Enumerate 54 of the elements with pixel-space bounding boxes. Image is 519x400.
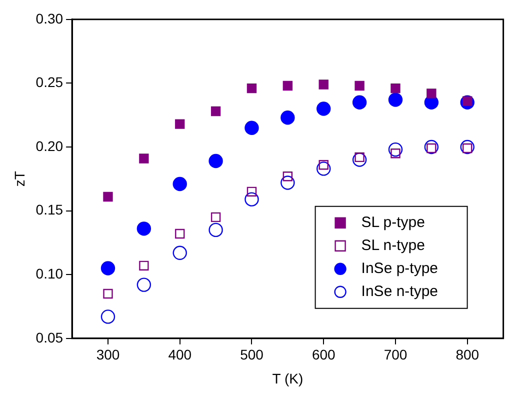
- point: [246, 186, 257, 197]
- legend-label: InSe n-type: [361, 283, 438, 300]
- point: [352, 152, 367, 167]
- legend-label: SL n-type: [361, 237, 425, 254]
- point: [388, 142, 403, 157]
- x-tick-label: 800: [456, 346, 480, 363]
- point: [352, 95, 367, 110]
- point: [100, 261, 116, 276]
- point: [210, 106, 221, 116]
- point: [390, 83, 400, 94]
- point: [210, 212, 221, 222]
- y-axis-title: zT: [11, 170, 28, 187]
- point: [136, 222, 152, 236]
- point: [318, 80, 328, 90]
- point: [103, 288, 113, 299]
- point: [246, 83, 257, 94]
- point: [354, 80, 364, 91]
- legend-label: SL p-type: [361, 214, 425, 232]
- point: [100, 310, 116, 324]
- point: [388, 92, 403, 107]
- y-tick-label: 0.10: [36, 265, 64, 282]
- point: [175, 228, 185, 239]
- point: [280, 110, 295, 125]
- point: [139, 154, 149, 164]
- point: [316, 102, 331, 116]
- point: [282, 172, 293, 182]
- point: [282, 80, 293, 91]
- x-tick-label: 700: [384, 346, 408, 363]
- legend-label: InSe p-type: [361, 260, 438, 278]
- point: [172, 246, 187, 260]
- x-tick-label: 500: [240, 346, 264, 363]
- x-tick-label: 300: [96, 346, 120, 363]
- point: [280, 176, 295, 190]
- y-tick-label: 0.05: [36, 329, 64, 346]
- point: [424, 140, 439, 154]
- point: [136, 278, 152, 292]
- point: [172, 176, 187, 192]
- point: [208, 222, 223, 238]
- point: [244, 192, 259, 206]
- point: [103, 192, 113, 202]
- point: [460, 140, 474, 154]
- point: [244, 120, 259, 135]
- point: [139, 260, 149, 271]
- y-tick-label: 0.20: [36, 138, 64, 154]
- point: [208, 154, 223, 168]
- x-tick-label: 600: [312, 346, 336, 363]
- x-axis-title: T (K): [272, 370, 304, 386]
- point: [426, 88, 436, 98]
- x-tick-label: 400: [168, 346, 192, 363]
- point: [175, 119, 185, 129]
- y-tick-label: 0.25: [36, 74, 64, 90]
- y-tick-label: 0.15: [36, 202, 64, 218]
- y-tick-label: 0.30: [36, 10, 64, 26]
- point: [316, 162, 331, 176]
